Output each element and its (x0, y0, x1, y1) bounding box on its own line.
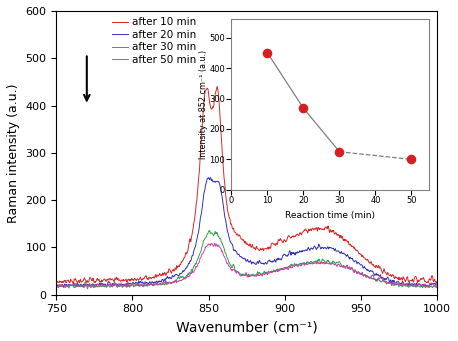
Line: after 30 min: after 30 min (56, 231, 437, 289)
after 10 min (93, 280, 98, 284)
after 50 min (54, 282, 59, 286)
after 50 min (222, 255, 228, 260)
after 10 min (358, 252, 364, 256)
after 30 min (208, 231, 214, 235)
after 20 min (208, 177, 214, 181)
after 20 min (222, 214, 228, 219)
after 30 min (54, 285, 59, 289)
after 30 min (358, 272, 364, 276)
X-axis label: Wavenumber (cm⁻¹): Wavenumber (cm⁻¹) (176, 320, 317, 334)
after 20 min (93, 282, 98, 286)
after 20 min (316, 243, 321, 247)
Legend: after 10 min, after 20 min, after 30 min, after 50 min: after 10 min, after 20 min, after 30 min… (111, 16, 197, 66)
after 50 min (351, 270, 357, 275)
after 10 min (54, 277, 59, 281)
after 20 min (54, 281, 59, 285)
after 50 min (124, 285, 130, 290)
after 20 min (434, 280, 440, 284)
after 50 min (358, 272, 364, 277)
Line: after 50 min: after 50 min (56, 243, 437, 287)
after 30 min (93, 284, 98, 288)
after 20 min (206, 176, 212, 180)
after 20 min (351, 260, 357, 264)
after 50 min (208, 243, 213, 247)
after 10 min (71, 282, 76, 286)
after 10 min (316, 225, 321, 229)
after 30 min (316, 258, 321, 262)
Line: after 20 min: after 20 min (56, 178, 437, 287)
after 50 min (434, 282, 440, 286)
after 50 min (212, 241, 218, 246)
Y-axis label: Raman intensity (a.u.): Raman intensity (a.u.) (7, 83, 20, 223)
after 30 min (85, 287, 90, 291)
after 50 min (316, 261, 321, 265)
after 10 min (222, 182, 228, 186)
after 50 min (93, 283, 98, 287)
after 30 min (207, 228, 213, 233)
after 30 min (434, 284, 440, 288)
after 10 min (351, 246, 357, 250)
after 20 min (358, 263, 364, 267)
after 10 min (208, 106, 213, 110)
after 30 min (351, 269, 357, 273)
after 30 min (222, 249, 228, 253)
Line: after 10 min: after 10 min (56, 87, 437, 284)
after 10 min (214, 85, 220, 89)
after 10 min (434, 280, 440, 284)
after 20 min (61, 285, 66, 290)
